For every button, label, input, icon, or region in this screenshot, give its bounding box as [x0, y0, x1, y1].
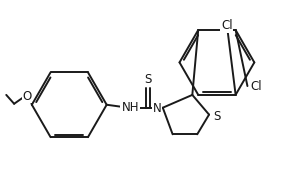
Text: N: N	[153, 102, 162, 115]
Text: O: O	[22, 90, 32, 103]
Text: Cl: Cl	[250, 80, 262, 93]
Text: NH: NH	[122, 101, 139, 114]
Text: Cl: Cl	[221, 19, 232, 32]
Text: S: S	[144, 73, 152, 86]
Text: S: S	[213, 110, 220, 123]
